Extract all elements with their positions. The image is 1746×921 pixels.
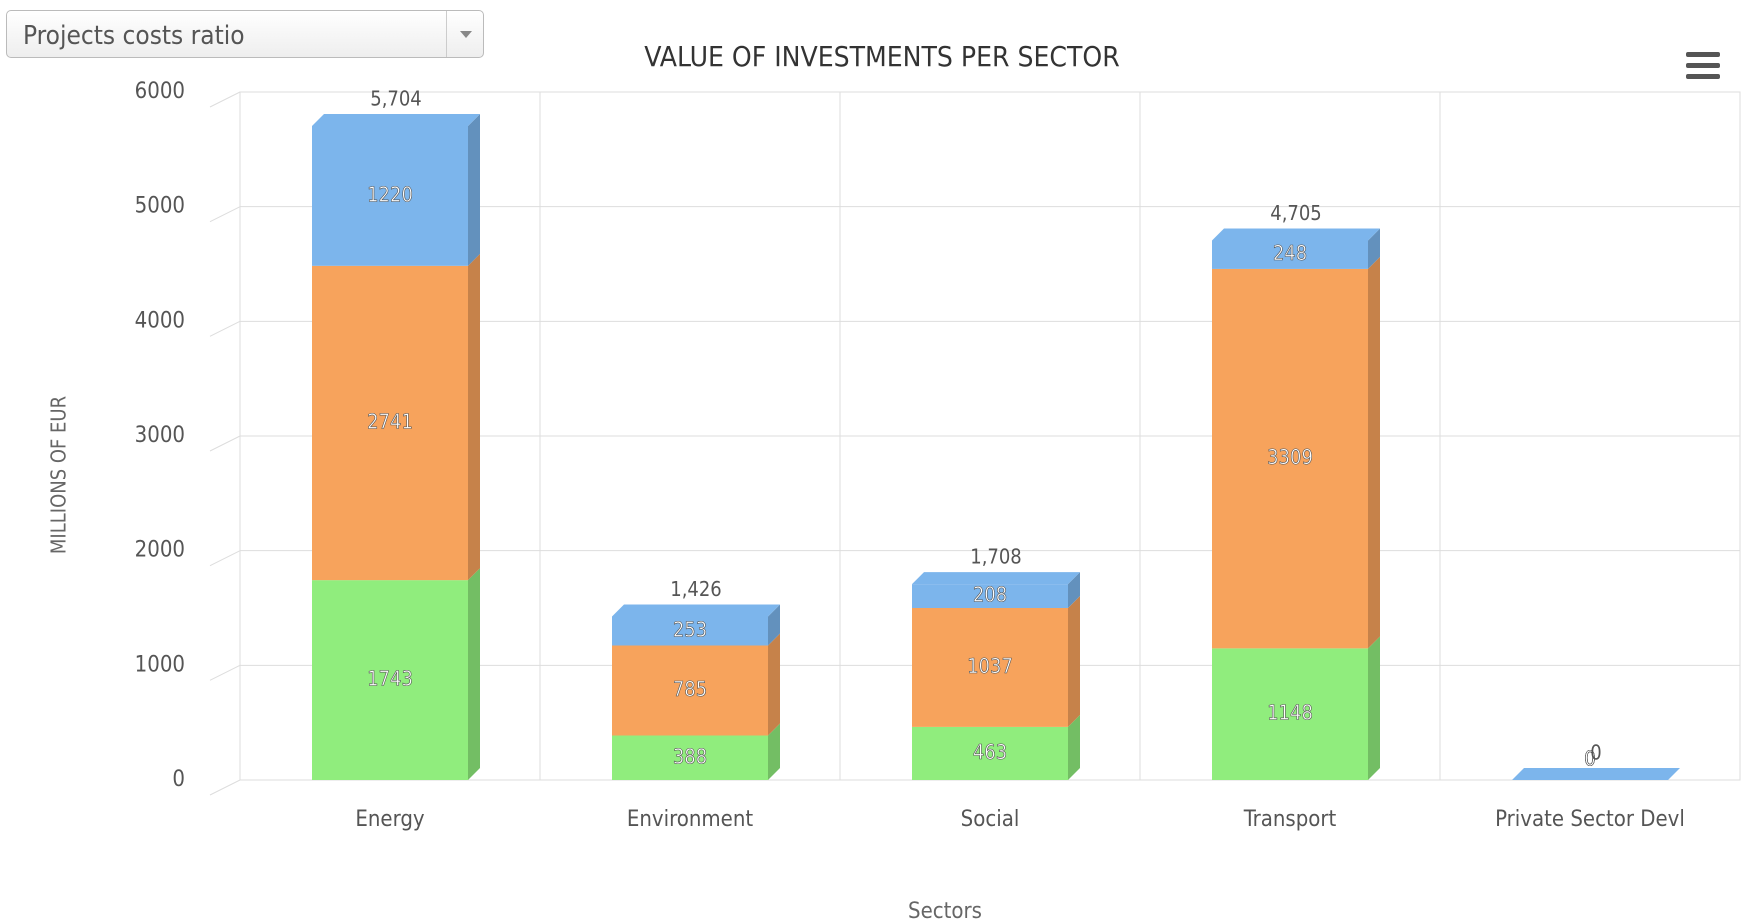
data-label: 253: [673, 617, 707, 641]
bar-side: [1368, 636, 1380, 780]
y-tick-label: 0: [172, 767, 185, 792]
x-tick-label: Energy: [355, 807, 425, 832]
x-tick-label: Social: [961, 807, 1020, 832]
data-label: 208: [973, 583, 1007, 607]
bar: [312, 265, 468, 581]
bar-side: [1368, 256, 1380, 649]
grid-line: [209, 779, 241, 796]
grid-line: [209, 320, 241, 337]
dropdown-arrow: [446, 11, 483, 57]
bar-top: [912, 572, 1080, 585]
grid-line: [209, 664, 241, 681]
menu-icon[interactable]: [1686, 52, 1720, 79]
dropdown-label: Projects costs ratio: [23, 21, 245, 51]
bar-top: [612, 604, 780, 617]
bar: [912, 608, 1068, 727]
total-label: 1,708: [970, 545, 1022, 569]
bar: [912, 584, 1068, 608]
data-label: 1220: [367, 182, 413, 206]
data-label: 388: [673, 744, 707, 768]
data-label: 0: [1584, 747, 1595, 771]
data-label: 2741: [367, 409, 413, 433]
y-tick-label: 5000: [135, 194, 185, 219]
bar-side: [468, 113, 480, 266]
y-axis-label: MILLIONS OF EUR: [47, 396, 71, 554]
bar-side: [1068, 572, 1080, 608]
bar: [312, 125, 468, 266]
x-tick-label: Transport: [1243, 807, 1337, 832]
bar-top: [312, 113, 480, 126]
bar: [1212, 648, 1368, 780]
data-label: 248: [1273, 241, 1307, 265]
bar-top: [1212, 228, 1380, 241]
bar: [912, 726, 1068, 780]
bar: [1212, 268, 1368, 649]
bar-side: [768, 723, 780, 780]
total-label: 4,705: [1270, 201, 1322, 225]
data-label: 0: [1584, 747, 1595, 771]
chart-title: VALUE OF INVESTMENTS PER SECTOR: [644, 40, 1119, 73]
bar-side: [768, 633, 780, 736]
y-tick-label: 6000: [135, 79, 185, 104]
data-label: 463: [973, 740, 1007, 764]
bar: [612, 645, 768, 736]
x-axis-label: Sectors: [908, 899, 982, 921]
bar: [612, 735, 768, 780]
grid-line: [209, 206, 241, 223]
grid-line: [209, 91, 241, 108]
total-label: 0: [1590, 741, 1601, 765]
dropdown[interactable]: Projects costs ratio: [6, 10, 484, 58]
bar: [1212, 240, 1368, 269]
grid-line: [209, 435, 241, 452]
x-tick-label: Private Sector Devl: [1495, 807, 1685, 832]
bar-top: [1512, 768, 1680, 780]
bar-side: [1068, 596, 1080, 727]
data-label: 1037: [967, 654, 1013, 678]
bar: [612, 616, 768, 646]
y-tick-label: 1000: [135, 652, 185, 677]
data-label: 0: [1584, 747, 1595, 771]
y-tick-label: 4000: [135, 308, 185, 333]
bar-side: [468, 253, 480, 581]
bar: [312, 580, 468, 780]
data-label: 785: [673, 677, 707, 701]
y-tick-label: 2000: [135, 538, 185, 563]
data-label: 3309: [1267, 445, 1313, 469]
x-tick-label: Environment: [627, 807, 754, 832]
bar-side: [468, 568, 480, 780]
total-label: 5,704: [370, 86, 422, 110]
data-label: 1743: [367, 667, 413, 691]
data-label: 1148: [1267, 701, 1313, 725]
total-label: 1,426: [670, 577, 722, 601]
bar-side: [768, 604, 780, 646]
bar-side: [1368, 228, 1380, 269]
grid-line: [209, 550, 241, 567]
y-tick-label: 3000: [135, 423, 185, 448]
bar-side: [1068, 714, 1080, 780]
